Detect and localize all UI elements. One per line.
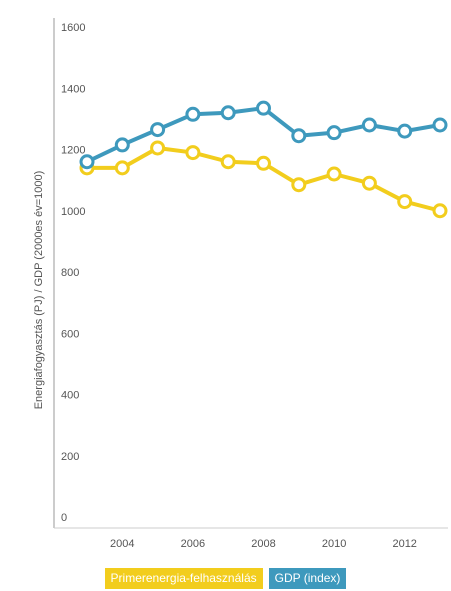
data-point — [220, 105, 236, 121]
y-tick-label: 600 — [61, 328, 79, 340]
x-tick-labels: 2004 2006 2008 2010 2012 — [110, 538, 417, 550]
x-tick-label: 2006 — [181, 538, 205, 550]
y-axis-label: Energiafogyasztás (PJ) / GDP (2000es év=… — [33, 171, 45, 410]
series-0 — [79, 140, 448, 219]
x-tick-label: 2010 — [322, 538, 346, 550]
data-point — [326, 125, 342, 141]
data-point — [256, 100, 271, 116]
y-tick-label: 0 — [61, 512, 67, 524]
data-point — [432, 203, 448, 219]
y-tick-label: 800 — [61, 267, 79, 279]
y-tick-label: 400 — [61, 390, 79, 402]
y-tick-label: 1200 — [61, 145, 85, 157]
data-point — [361, 175, 377, 191]
x-tick-label: 2012 — [392, 538, 416, 550]
y-tick-label: 1000 — [61, 206, 85, 218]
data-point — [79, 154, 95, 170]
data-point — [361, 117, 377, 133]
data-point — [185, 145, 201, 161]
data-point — [114, 160, 130, 176]
series-line — [86, 106, 441, 164]
legend-item: Primerenergia-felhasználás — [104, 568, 263, 589]
series-group — [79, 100, 448, 219]
data-point — [397, 123, 413, 139]
x-tick-label: 2004 — [110, 538, 134, 550]
data-point — [326, 166, 342, 182]
y-tick-labels: 0 200 400 600 800 1000 1200 1400 1600 — [61, 22, 85, 524]
data-point — [397, 194, 413, 210]
data-point — [432, 117, 448, 133]
data-point — [150, 122, 166, 138]
legend-item: GDP (index) — [268, 568, 347, 589]
data-point — [256, 155, 271, 171]
data-point — [114, 137, 130, 153]
y-tick-label: 1400 — [61, 83, 85, 95]
y-tick-label: 1600 — [61, 22, 85, 34]
data-point — [291, 177, 307, 193]
data-point — [150, 140, 166, 156]
data-point — [185, 106, 201, 122]
y-tick-label: 200 — [61, 451, 79, 463]
data-point — [291, 128, 307, 144]
series-1 — [79, 100, 448, 170]
legend: Primerenergia-felhasználás GDP (index) — [0, 568, 451, 589]
data-point — [220, 154, 236, 170]
x-tick-label: 2008 — [251, 538, 275, 550]
